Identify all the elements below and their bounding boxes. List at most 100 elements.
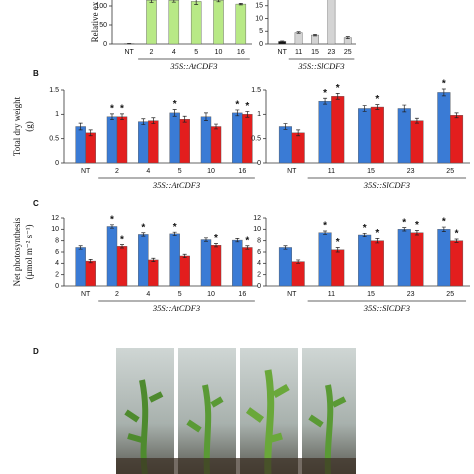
bar — [331, 249, 345, 287]
y-tick-label: 10 — [51, 226, 59, 233]
y-axis-label: Relative ex — [90, 1, 100, 42]
error-bar — [203, 112, 208, 122]
significance: * — [323, 88, 327, 99]
bar — [146, 0, 157, 45]
y-tick-label: 0 — [103, 41, 107, 48]
error-bar — [375, 104, 380, 110]
x-tick-label: 25 — [446, 168, 454, 175]
error-bar — [283, 245, 288, 250]
significance: * — [336, 83, 340, 94]
y-tick-label: 0 — [55, 160, 59, 167]
error-bar — [120, 113, 125, 121]
bar — [450, 240, 464, 287]
y-tick-label: 0.5 — [49, 136, 59, 143]
bar — [138, 234, 149, 287]
bar — [75, 247, 86, 287]
bar — [138, 121, 149, 164]
bar — [358, 234, 372, 287]
x-tick-label: NT — [81, 168, 91, 175]
significance: * — [173, 222, 177, 233]
panel-label: C — [33, 199, 39, 208]
bar — [437, 92, 451, 164]
bar — [213, 0, 224, 45]
error-bar — [216, 0, 221, 3]
significance: * — [245, 235, 249, 246]
significance: * — [214, 233, 218, 244]
x-tick-label: 16 — [238, 168, 246, 175]
y-tick-label: 8 — [257, 238, 261, 245]
error-bar — [88, 259, 93, 264]
error-bar — [194, 0, 199, 5]
significance: * — [110, 103, 114, 114]
x-tick-label: NT — [81, 291, 91, 298]
y-axis-label: (g) — [24, 121, 34, 132]
y-tick-label: 1 — [257, 111, 261, 118]
error-bar — [362, 105, 367, 112]
bar — [106, 116, 118, 164]
x-tick-label: 23 — [328, 49, 336, 56]
bar — [116, 246, 128, 287]
x-tick-label: 2 — [150, 49, 154, 56]
bar — [85, 132, 96, 164]
x-tick-label: 11 — [328, 291, 335, 298]
error-bar — [214, 243, 219, 248]
x-axis-label: 35S::AtCDF3 — [152, 180, 200, 190]
bar — [75, 126, 86, 164]
error-bar — [280, 40, 285, 43]
bar — [278, 247, 292, 287]
x-tick-label: NT — [287, 291, 297, 298]
error-bar — [323, 230, 328, 235]
y-tick-label: 10 — [255, 15, 263, 22]
y-tick-label: 0 — [257, 283, 261, 290]
significance: * — [336, 237, 340, 248]
bar — [116, 116, 128, 164]
significance: * — [245, 101, 249, 112]
error-bar — [149, 0, 154, 3]
bar — [318, 100, 332, 164]
bar — [291, 261, 305, 287]
significance: * — [363, 223, 367, 234]
bar — [291, 132, 305, 164]
error-bar — [214, 123, 219, 130]
x-tick-label: 15 — [367, 168, 375, 175]
error-bar — [203, 237, 208, 242]
panel-label: D — [33, 347, 39, 356]
x-tick-label: 4 — [172, 49, 176, 56]
y-tick-label: 12 — [253, 215, 261, 222]
y-tick-label: 10 — [253, 226, 261, 233]
significance: * — [375, 228, 379, 239]
bar — [190, 1, 202, 45]
x-tick-label: 15 — [367, 291, 375, 298]
bar — [318, 232, 332, 287]
error-bar — [141, 232, 146, 237]
x-tick-label: 10 — [207, 291, 215, 298]
error-bar — [171, 0, 176, 3]
bar — [232, 239, 243, 287]
error-bar — [454, 112, 459, 119]
bar — [410, 120, 424, 164]
x-tick-label: 25 — [344, 49, 352, 56]
bar — [278, 126, 292, 164]
error-bar — [172, 109, 177, 117]
y-tick-label: 0.5 — [251, 136, 261, 143]
y-tick-label: 5 — [259, 28, 263, 35]
significance: * — [442, 217, 446, 228]
x-tick-label: 4 — [146, 291, 150, 298]
x-tick-label: 5 — [178, 291, 182, 298]
error-bar — [345, 36, 350, 39]
significance: * — [120, 103, 124, 114]
error-bar — [141, 118, 146, 125]
error-bar — [362, 232, 367, 238]
plant — [124, 379, 164, 474]
bar — [169, 112, 180, 164]
bar — [200, 239, 212, 287]
y-tick-label: 0 — [259, 41, 263, 48]
bar — [169, 233, 180, 287]
error-bar — [414, 230, 419, 236]
bar — [437, 229, 451, 287]
x-tick-label: 23 — [407, 168, 415, 175]
y-tick-label: 4 — [257, 260, 261, 267]
y-tick-label: 1.5 — [49, 87, 59, 94]
x-tick-label: NT — [124, 49, 134, 56]
significance: * — [415, 220, 419, 231]
